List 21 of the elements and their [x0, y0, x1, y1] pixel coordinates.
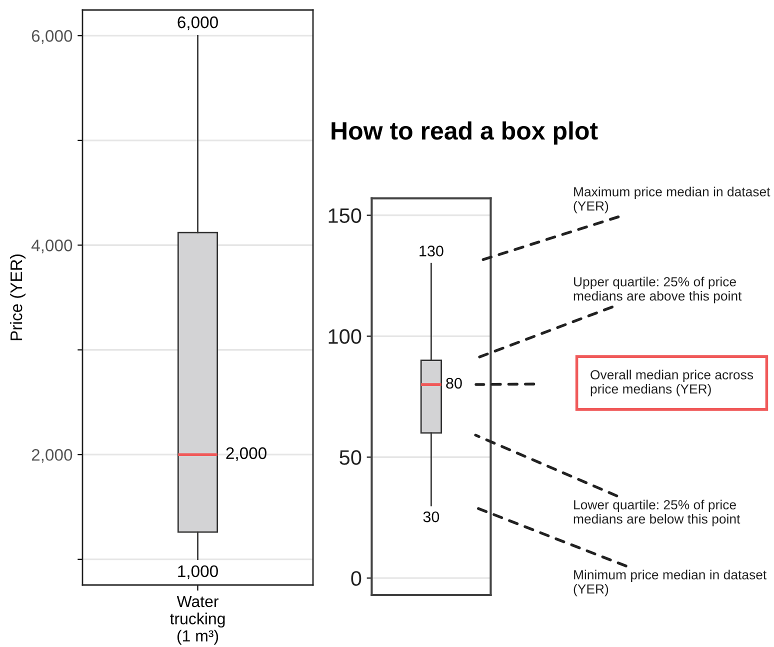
chart-title: How to read a box plot	[332, 121, 598, 145]
y-tick-label: 100	[328, 329, 362, 344]
annotation: 80	[446, 378, 462, 389]
y-tick-label: 2,000	[32, 449, 72, 463]
annotation: 130	[420, 246, 444, 256]
y-tick-label: 4,000	[31, 240, 72, 254]
text: Lower quartile: 25% of price medians are below this point	[574, 500, 740, 526]
y-tick-label: 0	[351, 571, 362, 586]
annotation: 30	[423, 511, 440, 522]
y-tick-label: 50	[340, 450, 362, 465]
annotation: 6,000	[178, 16, 218, 30]
text: Maximum price median in dataset (YER)	[574, 186, 770, 214]
text: Upper quartile: 25% of price medians are above this point	[574, 276, 742, 304]
y-tick-label: 6,000	[32, 30, 72, 44]
y-axis-title: Price (YER)	[10, 254, 26, 340]
y-tick-label: 150	[328, 208, 362, 223]
x-tick-label: Water trucking (1 m³)	[170, 596, 225, 645]
text: Minimum price median in dataset (YER)	[574, 570, 767, 596]
annotation: 1,000	[178, 565, 218, 580]
annotation: 2,000	[226, 447, 266, 462]
text: Overall median price across price medians (YER)	[590, 370, 754, 396]
